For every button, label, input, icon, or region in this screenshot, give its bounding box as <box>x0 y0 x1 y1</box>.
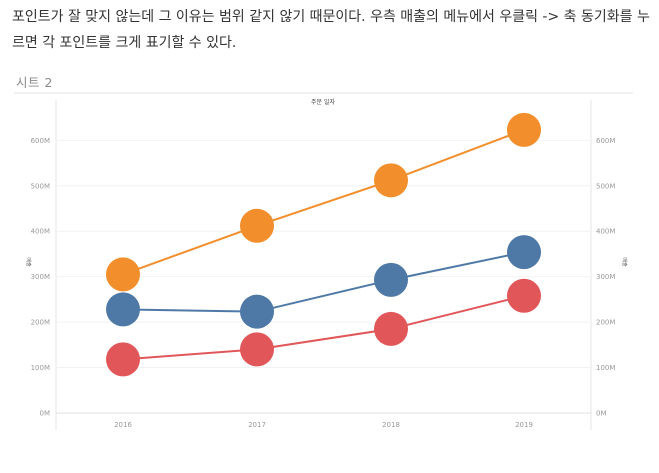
left-tick-label: 300M <box>31 273 50 281</box>
sheet-title: 시트 2 <box>16 75 53 90</box>
chart-title: 주문 일자 <box>311 98 335 106</box>
left-tick-label: 600M <box>31 137 50 145</box>
right-tick-label: 100M <box>596 364 615 372</box>
series-lines <box>122 128 525 361</box>
right-tick-label: 200M <box>596 319 615 327</box>
right-tick-label: 0M <box>596 410 607 418</box>
left-tick-label: 200M <box>31 319 50 327</box>
series-1-point[interactable] <box>374 163 408 198</box>
series-points[interactable] <box>106 112 541 377</box>
gridlines <box>56 139 591 369</box>
series-2-point[interactable] <box>240 294 274 329</box>
left-tick-label: 100M <box>31 364 50 372</box>
left-tick-label: 0M <box>40 410 51 418</box>
series-3-point[interactable] <box>374 311 408 346</box>
left-axis-label: 매출 <box>25 257 32 267</box>
x-tick-label: 2019 <box>515 421 533 429</box>
series-1-point[interactable] <box>507 112 541 147</box>
right-tick-label: 300M <box>596 273 615 281</box>
series-1-point[interactable] <box>240 208 274 243</box>
series-2-point[interactable] <box>507 235 541 270</box>
left-tick-label: 400M <box>31 228 50 236</box>
series-line-2 <box>122 251 525 313</box>
series-2-point[interactable] <box>374 262 408 297</box>
right-axis-label: 매출 <box>621 257 628 267</box>
right-tick-label: 600M <box>596 137 615 145</box>
article-paragraph: 포인트가 잘 맞지 않는데 그 이유는 범위 같지 않기 때문이다. 우측 매출… <box>12 9 650 51</box>
right-axis-ticks: 0M 100M 200M 300M 400M 500M 600M <box>596 137 615 418</box>
x-tick-label: 2018 <box>382 421 400 429</box>
series-1-point[interactable] <box>106 257 140 292</box>
series-3-point[interactable] <box>240 332 274 367</box>
series-line-3 <box>122 294 525 361</box>
x-tick-label: 2016 <box>114 421 132 429</box>
x-tick-label: 2017 <box>248 421 266 429</box>
right-tick-label: 500M <box>596 182 615 190</box>
series-2-point[interactable] <box>106 292 140 327</box>
series-3-point[interactable] <box>106 342 140 377</box>
left-tick-label: 500M <box>31 182 50 190</box>
series-3-point[interactable] <box>507 278 541 313</box>
right-tick-label: 400M <box>596 228 615 236</box>
left-axis-ticks: 0M 100M 200M 300M 400M 500M 600M <box>31 137 50 418</box>
x-axis-ticks: 2016 2017 2018 2019 <box>114 421 533 429</box>
series-line-1 <box>122 128 525 276</box>
